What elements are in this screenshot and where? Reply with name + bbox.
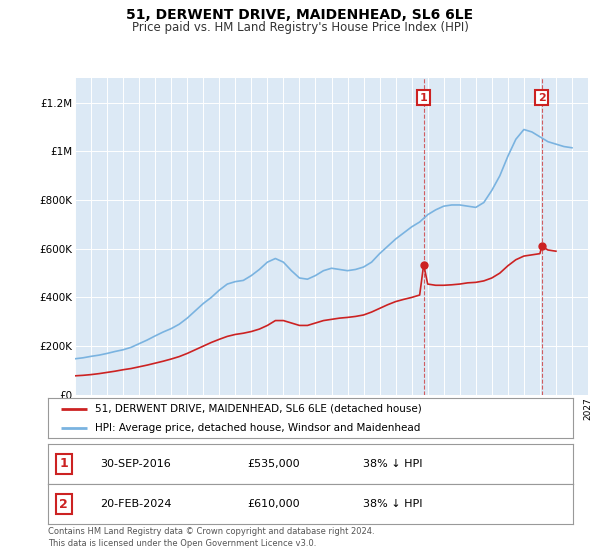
Text: 38% ↓ HPI: 38% ↓ HPI [363, 499, 422, 509]
Text: Contains HM Land Registry data © Crown copyright and database right 2024.
This d: Contains HM Land Registry data © Crown c… [48, 527, 374, 548]
Text: £535,000: £535,000 [248, 459, 300, 469]
Text: 30-SEP-2016: 30-SEP-2016 [101, 459, 171, 469]
Text: 20-FEB-2024: 20-FEB-2024 [101, 499, 172, 509]
Text: 51, DERWENT DRIVE, MAIDENHEAD, SL6 6LE (detached house): 51, DERWENT DRIVE, MAIDENHEAD, SL6 6LE (… [95, 404, 422, 414]
Text: Price paid vs. HM Land Registry's House Price Index (HPI): Price paid vs. HM Land Registry's House … [131, 21, 469, 34]
Text: £610,000: £610,000 [248, 499, 300, 509]
Text: 1: 1 [420, 92, 428, 102]
Text: 1: 1 [59, 457, 68, 470]
Text: 2: 2 [59, 497, 68, 511]
Text: 38% ↓ HPI: 38% ↓ HPI [363, 459, 422, 469]
Text: 2: 2 [538, 92, 546, 102]
Text: HPI: Average price, detached house, Windsor and Maidenhead: HPI: Average price, detached house, Wind… [95, 423, 421, 433]
Text: 51, DERWENT DRIVE, MAIDENHEAD, SL6 6LE: 51, DERWENT DRIVE, MAIDENHEAD, SL6 6LE [127, 8, 473, 22]
